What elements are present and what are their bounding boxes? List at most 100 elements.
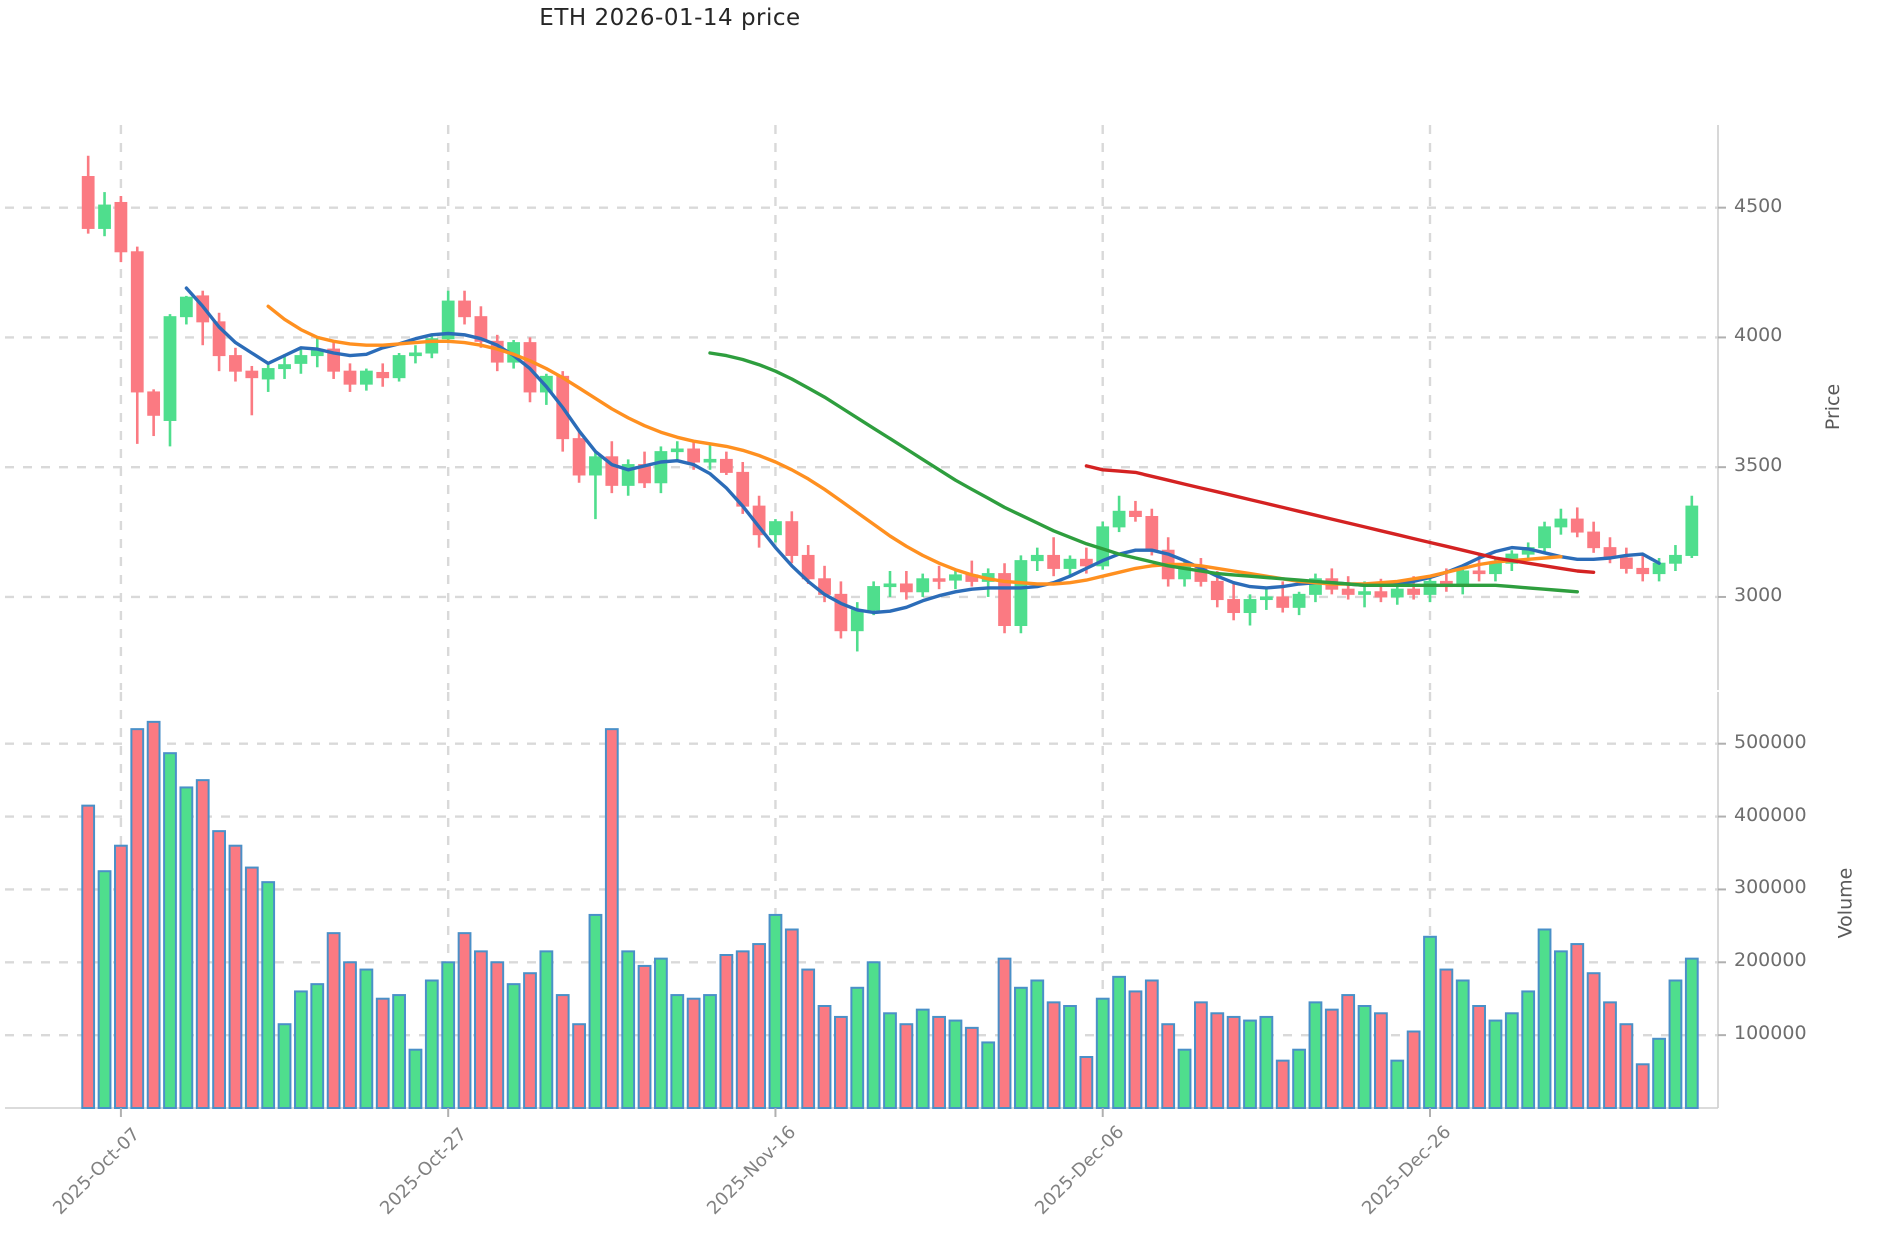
- volume-bar: [637, 964, 652, 1110]
- volume-bar: [1095, 997, 1110, 1110]
- candle-body: [1112, 510, 1126, 528]
- volume-bar: [392, 994, 406, 1109]
- volume-bar: [850, 986, 865, 1109]
- ma-line: [184, 286, 1661, 615]
- volume-bar: [621, 950, 636, 1109]
- moving-average-lines: [184, 286, 1661, 615]
- candle-body: [441, 300, 455, 340]
- candle-body: [1079, 558, 1093, 567]
- candle-body: [899, 583, 913, 593]
- volume-bar: [474, 950, 488, 1109]
- volume-bar: [1030, 979, 1045, 1109]
- candle-body: [1292, 593, 1306, 608]
- volume-bar: [1472, 1005, 1486, 1109]
- volume-bar: [1652, 1037, 1666, 1110]
- ma-line: [1084, 464, 1596, 574]
- volume-bar: [1046, 1001, 1061, 1109]
- candle-body: [916, 578, 930, 593]
- volume-bar: [1112, 975, 1126, 1109]
- candle-body: [1014, 560, 1028, 626]
- volume-bar: [1014, 986, 1028, 1109]
- volume-bar: [1324, 1008, 1339, 1110]
- volume-bar: [834, 1015, 848, 1110]
- volume-bar: [1504, 1012, 1519, 1109]
- candle-body: [81, 176, 95, 229]
- ma-line: [266, 304, 1563, 586]
- volume-bar: [719, 954, 734, 1109]
- ytick-label-volume: 300000: [1734, 876, 1807, 899]
- volume-bar: [670, 994, 685, 1109]
- candle-body: [1030, 554, 1044, 562]
- volume-bar: [97, 870, 112, 1110]
- candle-body: [1374, 591, 1388, 598]
- candle-body: [376, 371, 390, 379]
- candle-body: [1407, 588, 1421, 595]
- volume-bar: [1275, 1059, 1290, 1109]
- ytick-label-price: 4500: [1734, 194, 1783, 217]
- candle-body: [867, 586, 881, 611]
- volume-bar: [359, 968, 374, 1109]
- candle-body: [1309, 578, 1322, 595]
- volume-bar: [1554, 950, 1568, 1109]
- volume-bar: [817, 1005, 832, 1109]
- ytick-label-price: 3500: [1734, 454, 1783, 477]
- volume-bar: [964, 1026, 979, 1110]
- candle-body: [1129, 510, 1142, 517]
- volume-bar: [81, 804, 96, 1110]
- candle-body: [1636, 567, 1650, 575]
- candle-body: [245, 370, 259, 379]
- volume-bar: [1374, 1012, 1388, 1109]
- candle-body: [1259, 596, 1273, 601]
- volume-bar: [114, 844, 128, 1109]
- volume-bars: [81, 720, 1699, 1110]
- volume-bar: [1079, 1056, 1094, 1109]
- volume-bar: [1144, 979, 1159, 1109]
- volume-bar: [752, 943, 766, 1109]
- volume-bar: [261, 881, 276, 1110]
- candle-body: [1587, 531, 1601, 549]
- volume-bar: [1684, 957, 1699, 1110]
- candle-body: [409, 352, 422, 357]
- volume-bar: [1586, 972, 1601, 1110]
- candle-body: [1570, 518, 1584, 533]
- volume-bar: [1668, 979, 1683, 1109]
- volume-bar: [326, 932, 341, 1110]
- volume-bar: [866, 961, 881, 1109]
- volume-bar: [1390, 1059, 1405, 1109]
- volume-bar: [588, 913, 603, 1110]
- volume-bar: [146, 720, 161, 1109]
- candle-body: [229, 355, 242, 372]
- candle-body: [769, 521, 782, 536]
- volume-bar: [179, 786, 194, 1110]
- volume-bar: [294, 990, 308, 1110]
- volume-bar: [277, 1023, 292, 1109]
- candle-body: [1669, 554, 1682, 564]
- volume-bar: [1128, 990, 1143, 1110]
- volume-bar: [555, 994, 570, 1109]
- volume-bar: [310, 983, 325, 1110]
- volume-bar: [343, 961, 357, 1109]
- volume-bar: [1488, 1019, 1503, 1109]
- volume-bar: [1292, 1048, 1306, 1109]
- candle-body: [1554, 518, 1568, 528]
- volume-bar: [195, 779, 210, 1110]
- volume-bar: [784, 928, 799, 1109]
- volume-bar: [768, 913, 783, 1110]
- candle-body: [278, 364, 291, 370]
- candle-body: [474, 316, 488, 342]
- candle-body: [1358, 591, 1371, 595]
- candle-body: [687, 448, 701, 463]
- candle-body: [1243, 599, 1257, 614]
- volume-bar: [1177, 1048, 1192, 1109]
- ytick-label-volume: 400000: [1734, 803, 1807, 826]
- ytick-label-price: 4000: [1734, 324, 1783, 347]
- candle-body: [1472, 570, 1486, 575]
- candle-body: [883, 583, 897, 588]
- candle-body: [98, 204, 111, 229]
- volume-bar: [1063, 1005, 1077, 1109]
- volume-bar: [244, 866, 259, 1109]
- volume-bar: [424, 979, 439, 1109]
- candle-body: [1063, 558, 1077, 569]
